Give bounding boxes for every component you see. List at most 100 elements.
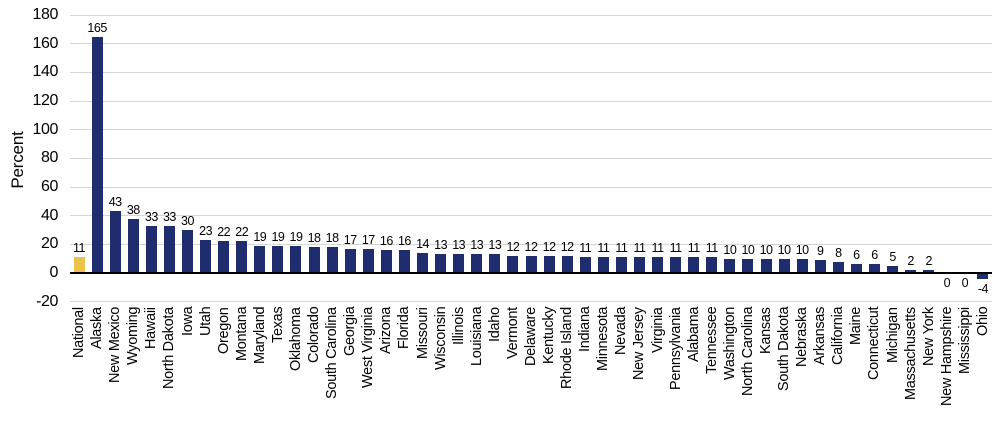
bar-massachusetts bbox=[905, 270, 917, 273]
x-tick-label: Oregon bbox=[215, 307, 232, 354]
bar-national bbox=[73, 257, 85, 273]
y-tick-label: 80 bbox=[41, 149, 58, 167]
bar-alaska bbox=[91, 36, 103, 273]
bar-value-label: 18 bbox=[307, 231, 321, 246]
x-tick-label: Georgia bbox=[342, 307, 359, 357]
bar-value-label: 10 bbox=[723, 242, 737, 257]
bar-wyoming bbox=[127, 218, 139, 273]
x-tick-label: Nebraska bbox=[794, 307, 811, 367]
x-tick-label: Nevada bbox=[613, 307, 630, 356]
gridline--20 bbox=[70, 301, 992, 303]
bar-montana bbox=[236, 241, 248, 273]
bar-south-dakota bbox=[778, 258, 790, 273]
bar-west-virginia bbox=[362, 248, 374, 273]
bar-idaho bbox=[489, 254, 501, 273]
bar-washington bbox=[724, 258, 736, 273]
y-tick-label: 100 bbox=[32, 120, 59, 138]
x-tick-label: Kansas bbox=[758, 307, 775, 354]
bar-value-label: 11 bbox=[687, 241, 700, 256]
bar-oklahoma bbox=[290, 245, 302, 273]
x-tick-label: Utah bbox=[197, 307, 214, 337]
bar-maryland bbox=[254, 245, 266, 273]
bar-georgia bbox=[344, 248, 356, 273]
bar-value-label: 23 bbox=[199, 224, 213, 239]
gridline-20 bbox=[70, 243, 992, 245]
x-tick-label: Maryland bbox=[251, 307, 268, 365]
x-tick-label: New Jersey bbox=[631, 307, 648, 380]
bar-nebraska bbox=[796, 258, 808, 273]
x-tick-label: Maine bbox=[848, 307, 865, 345]
x-tick-label: Massachusetts bbox=[902, 307, 919, 400]
bar-pennsylvania bbox=[670, 257, 682, 273]
bar-north-carolina bbox=[742, 258, 754, 273]
x-tick-label: New York bbox=[920, 307, 937, 366]
x-tick-label: West Virginia bbox=[360, 307, 377, 388]
bar-value-label: 16 bbox=[397, 234, 411, 249]
bar-florida bbox=[398, 250, 410, 273]
x-tick-label: Connecticut bbox=[866, 307, 883, 381]
gridline-40 bbox=[70, 215, 992, 217]
bar-minnesota bbox=[597, 257, 609, 273]
bar-texas bbox=[272, 245, 284, 273]
bar-value-label: 18 bbox=[325, 231, 339, 246]
x-tick-label: Rhode Island bbox=[559, 307, 576, 389]
bar-new-york bbox=[923, 270, 935, 273]
bar-value-label: 2 bbox=[925, 254, 932, 269]
x-tick-label: Indiana bbox=[577, 307, 594, 353]
bar-indiana bbox=[579, 257, 591, 273]
bar-louisiana bbox=[471, 254, 483, 273]
bar-value-label: 22 bbox=[217, 225, 231, 240]
x-tick-label: Arizona bbox=[378, 307, 395, 355]
bar-iowa bbox=[182, 230, 193, 273]
bar-value-label: 33 bbox=[162, 209, 176, 224]
bar-value-label: 33 bbox=[144, 209, 158, 224]
bar-value-label: 13 bbox=[470, 238, 484, 253]
bar-kansas bbox=[760, 258, 772, 273]
x-tick-label: Washington bbox=[721, 307, 738, 381]
bar-value-label: 22 bbox=[235, 225, 249, 240]
x-tick-label: Tennessee bbox=[703, 307, 720, 375]
bar-nevada bbox=[615, 257, 627, 273]
bar-value-label: -4 bbox=[977, 281, 989, 296]
bar-value-label: 17 bbox=[343, 232, 357, 247]
gridline-80 bbox=[70, 157, 992, 159]
bar-value-label: 19 bbox=[271, 229, 285, 244]
bar-california bbox=[832, 261, 844, 273]
gridline-140 bbox=[70, 71, 992, 73]
bar-value-label: 16 bbox=[379, 234, 393, 249]
bar-value-label: 9 bbox=[817, 244, 824, 259]
y-tick-label: 0 bbox=[49, 264, 59, 281]
y-tick-label: 120 bbox=[32, 92, 59, 109]
gridline-60 bbox=[70, 186, 992, 188]
y-tick-label: 160 bbox=[32, 34, 59, 52]
bar-value-label: 6 bbox=[871, 248, 878, 263]
bar-value-label: 11 bbox=[633, 241, 646, 256]
x-tick-label: Florida bbox=[396, 307, 413, 350]
bar-value-label: 13 bbox=[488, 238, 502, 253]
bar-value-label: 10 bbox=[777, 242, 791, 257]
bar-value-label: 19 bbox=[253, 229, 267, 244]
bar-value-label: 12 bbox=[524, 239, 538, 254]
x-tick-label: Virginia bbox=[649, 307, 666, 353]
bar-value-label: 11 bbox=[615, 241, 628, 256]
bar-value-label: 13 bbox=[452, 238, 466, 253]
x-tick-label: Kentucky bbox=[541, 307, 558, 365]
x-tick-label: Ohio bbox=[974, 307, 991, 337]
bar-michigan bbox=[887, 265, 899, 273]
y-tick-label: 140 bbox=[32, 63, 59, 81]
x-tick-label: Delaware bbox=[523, 307, 539, 366]
bar-wisconsin bbox=[435, 254, 447, 273]
x-tick-label: Missouri bbox=[414, 307, 431, 359]
bar-value-label: 12 bbox=[506, 239, 520, 254]
bar-value-label: 5 bbox=[889, 249, 896, 264]
x-tick-label: Minnesota bbox=[595, 307, 612, 372]
bar-value-label: 11 bbox=[651, 241, 664, 256]
y-tick-label: 40 bbox=[41, 206, 58, 224]
x-tick-label: National bbox=[71, 307, 88, 358]
bar-value-label: 19 bbox=[289, 229, 303, 244]
x-tick-label: Wyoming bbox=[125, 307, 142, 366]
bar-value-label: 11 bbox=[705, 241, 718, 256]
bar-value-label: 2 bbox=[907, 254, 914, 269]
bar-rhode-island bbox=[561, 255, 573, 273]
bar-oregon bbox=[218, 241, 230, 273]
